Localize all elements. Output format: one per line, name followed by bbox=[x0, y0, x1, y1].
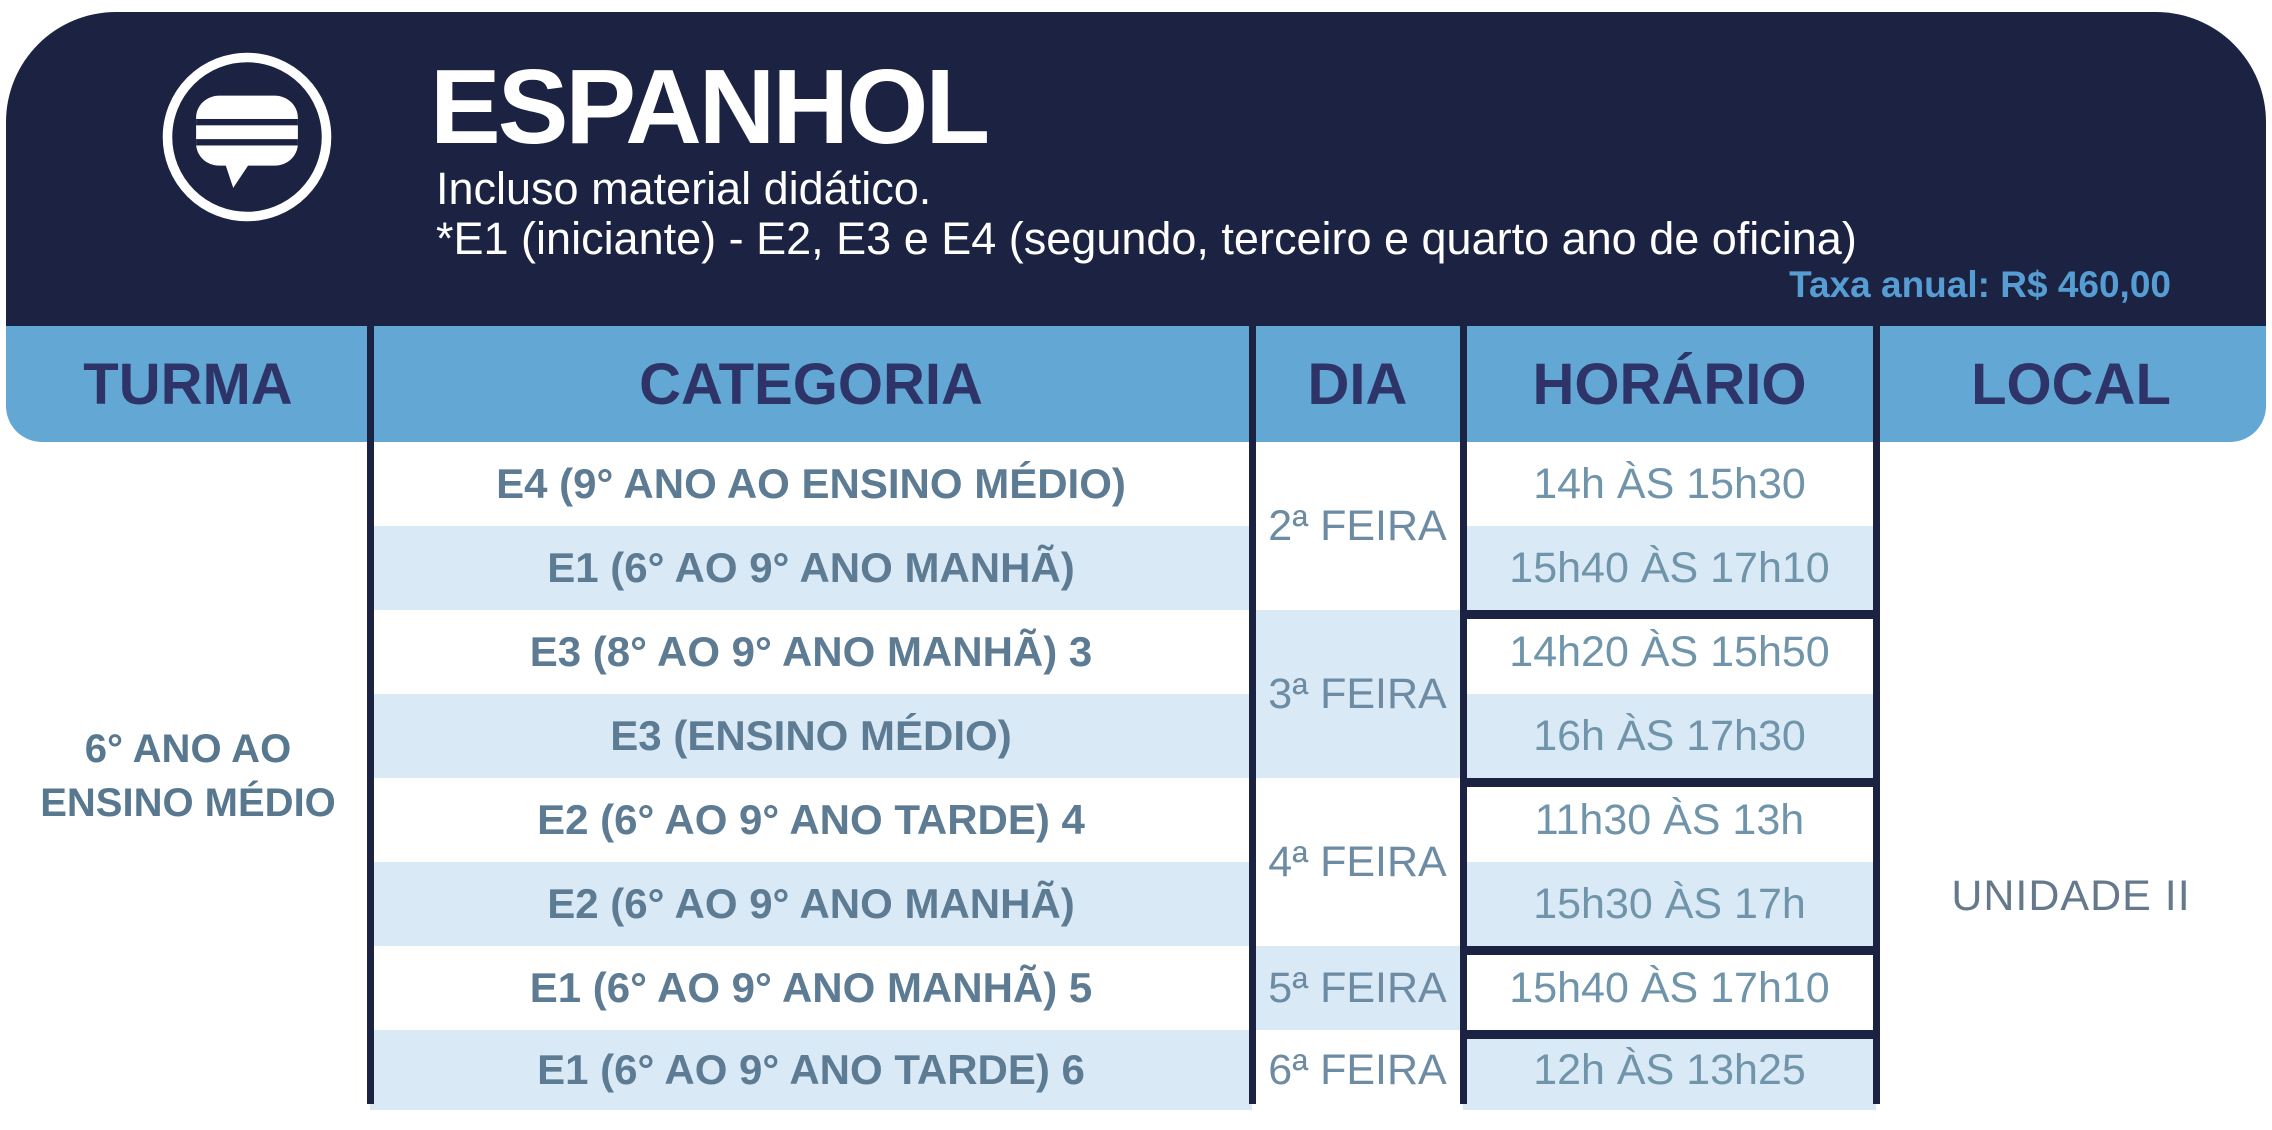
page-title: ESPANHOL bbox=[430, 48, 990, 166]
column-header-dia: DIA bbox=[1307, 351, 1408, 417]
horario-cell: 12h ÀS 13h25 bbox=[1463, 1030, 1876, 1110]
column-header-horário: HORÁRIO bbox=[1532, 351, 1807, 417]
table-header-band bbox=[6, 326, 2266, 442]
turma-line: 6° ANO AO bbox=[84, 727, 292, 771]
column-separator bbox=[1460, 326, 1467, 1104]
horario-cell: 16h ÀS 17h30 bbox=[1463, 694, 1876, 778]
local-cell: UNIDADE II bbox=[1876, 442, 2266, 1110]
day-group-separator bbox=[1249, 1030, 1880, 1039]
turma-line: ENSINO MÉDIO bbox=[40, 781, 336, 825]
annual-fee: Taxa anual: R$ 460,00 bbox=[1789, 264, 2171, 305]
column-separator bbox=[1249, 326, 1256, 1104]
header-subtitle: Incluso material didático. bbox=[436, 163, 932, 214]
dia-cell: 5ª FEIRA bbox=[1252, 946, 1463, 1030]
categoria-cell: E3 (ENSINO MÉDIO) bbox=[370, 694, 1252, 778]
header-panel: ESPANHOL Incluso material didático. *E1 … bbox=[6, 12, 2266, 326]
categoria-cell: E3 (8° AO 9° ANO MANHÃ) 3 bbox=[370, 610, 1252, 694]
dia-cell: 2ª FEIRA bbox=[1252, 442, 1463, 610]
categoria-cell: E1 (6° AO 9° ANO MANHÃ) bbox=[370, 526, 1252, 610]
dia-cell: 3ª FEIRA bbox=[1252, 610, 1463, 778]
day-group-separator bbox=[1249, 946, 1880, 955]
column-header-turma: TURMA bbox=[83, 351, 293, 417]
horario-cell: 15h30 ÀS 17h bbox=[1463, 862, 1876, 946]
dia-cell: 4ª FEIRA bbox=[1252, 778, 1463, 946]
day-group-separator bbox=[1249, 610, 1880, 619]
horario-cell: 15h40 ÀS 17h10 bbox=[1463, 526, 1876, 610]
column-header-local: LOCAL bbox=[1971, 351, 2171, 417]
categoria-cell: E2 (6° AO 9° ANO TARDE) 4 bbox=[370, 778, 1252, 862]
horario-cell: 14h ÀS 15h30 bbox=[1463, 442, 1876, 526]
categoria-cell: E2 (6° AO 9° ANO MANHÃ) bbox=[370, 862, 1252, 946]
categoria-cell: E1 (6° AO 9° ANO TARDE) 6 bbox=[370, 1030, 1252, 1110]
local-label: UNIDADE II bbox=[1951, 872, 2191, 920]
chat-bubble-icon bbox=[162, 52, 332, 222]
header-note: *E1 (iniciante) - E2, E3 e E4 (segundo, … bbox=[436, 213, 1857, 264]
turma-cell: 6° ANO AO ENSINO MÉDIO bbox=[6, 442, 370, 1110]
dia-cell: 6ª FEIRA bbox=[1252, 1030, 1463, 1110]
categoria-cell: E4 (9° ANO AO ENSINO MÉDIO) bbox=[370, 442, 1252, 526]
column-separator bbox=[367, 326, 374, 1104]
horario-cell: 14h20 ÀS 15h50 bbox=[1463, 610, 1876, 694]
horario-cell: 11h30 ÀS 13h bbox=[1463, 778, 1876, 862]
horario-cell: 15h40 ÀS 17h10 bbox=[1463, 946, 1876, 1030]
column-separator bbox=[1873, 326, 1880, 1104]
day-group-separator bbox=[1249, 778, 1880, 787]
column-header-categoria: CATEGORIA bbox=[639, 351, 983, 417]
categoria-cell: E1 (6° AO 9° ANO MANHÃ) 5 bbox=[370, 946, 1252, 1030]
